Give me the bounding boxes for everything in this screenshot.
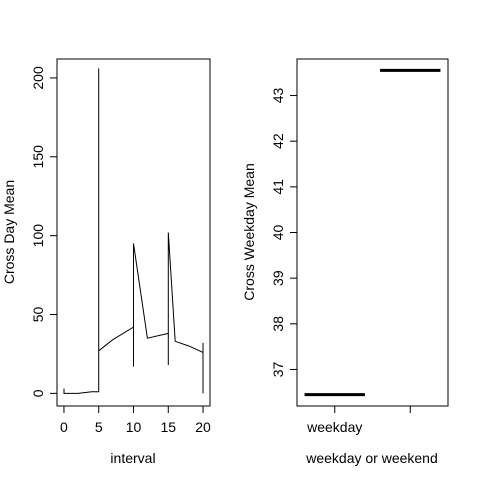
right-y-tick-label: 41 <box>270 179 286 195</box>
left-x-tick-label: 15 <box>160 419 176 435</box>
left-y-axis: 0 50 100 150 200 <box>30 66 57 397</box>
left-x-axis-label: interval <box>110 450 155 466</box>
right-y-tick-label: 40 <box>270 225 286 241</box>
right-y-axis: 37 38 39 40 41 42 43 <box>270 88 297 377</box>
left-y-tick-label: 150 <box>30 145 46 169</box>
right-y-tick-label: 38 <box>270 316 286 332</box>
right-y-axis-label: Cross Weekday Mean <box>241 163 257 300</box>
left-series-line <box>63 68 204 394</box>
left-x-tick-label: 0 <box>60 419 68 435</box>
left-x-tick-label: 10 <box>126 419 142 435</box>
right-y-tick-label: 39 <box>270 270 286 286</box>
right-plot-box <box>296 58 449 407</box>
left-y-tick-label: 200 <box>30 66 46 90</box>
right-panel: weekday 37 38 39 40 41 42 43 weekday or weeken… <box>241 58 449 466</box>
right-y-tick-label: 42 <box>270 133 286 149</box>
left-y-tick-label: 100 <box>30 224 46 248</box>
right-x-axis-label: weekday or weekend <box>305 450 438 466</box>
right-x-tick-label: weekday <box>306 419 362 435</box>
right-y-tick-label: 37 <box>270 361 286 377</box>
left-x-tick-label: 20 <box>195 419 211 435</box>
right-series <box>304 68 441 397</box>
right-y-tick-label: 43 <box>270 88 286 104</box>
left-panel: 0 5 10 15 20 0 50 100 150 200 interval Cross Day… <box>1 58 211 466</box>
left-y-axis-label: Cross Day Mean <box>1 180 17 284</box>
left-x-tick-label: 5 <box>95 419 103 435</box>
right-x-axis: weekday <box>306 406 411 435</box>
left-y-tick-label: 50 <box>30 307 46 323</box>
left-y-tick-label: 0 <box>30 389 46 397</box>
left-x-axis: 0 5 10 15 20 <box>60 406 211 435</box>
left-series <box>63 68 204 394</box>
